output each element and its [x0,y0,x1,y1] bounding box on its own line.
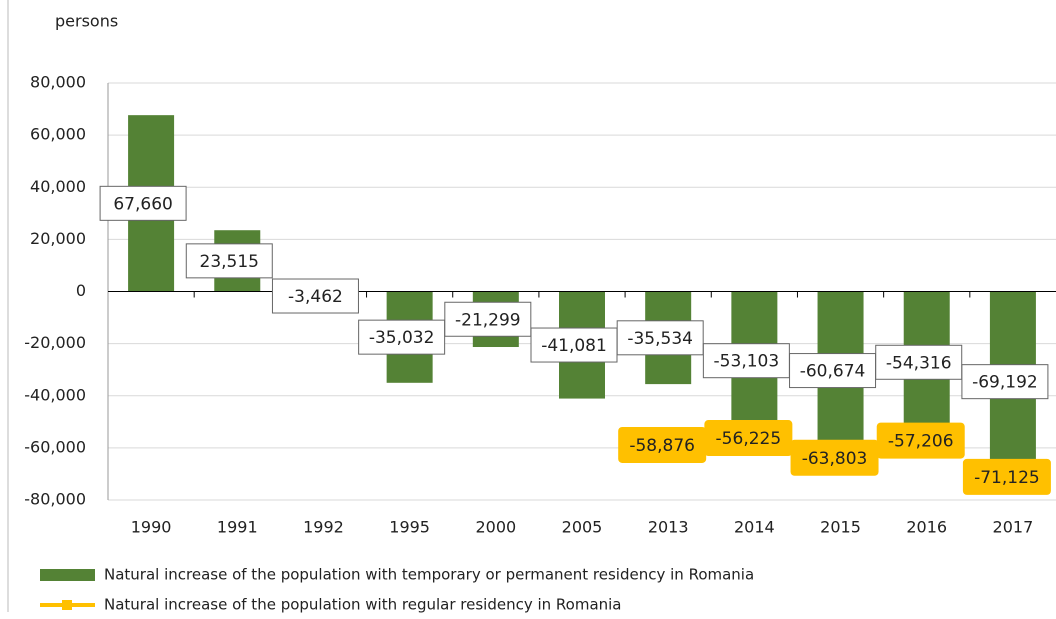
value-label-box [962,458,1051,495]
y-axis-label: persons [55,12,118,31]
legend-label: Natural increase of the population with … [104,596,622,614]
y-tick-label: -20,000 [24,333,86,352]
y-tick-label: -40,000 [24,385,86,404]
x-tick-label: 2013 [648,518,689,537]
legend-label: Natural increase of the population with … [104,566,754,584]
value-label: -69,192 [972,373,1038,393]
x-tick-label: 2017 [993,518,1034,537]
x-tick-label: 1990 [131,518,172,537]
y-tick-label: 0 [76,281,86,300]
value-label: 23,515 [200,252,259,272]
x-tick-label: 2015 [820,518,861,537]
value-label: -60,674 [800,362,866,382]
x-tick-label: 2005 [562,518,603,537]
y-tick-label: 80,000 [30,73,86,92]
value-label: -35,032 [369,328,435,348]
value-label: -57,206 [888,432,954,452]
value-label: -63,803 [802,449,868,469]
y-tick-label: 60,000 [30,125,86,144]
y-tick-label: -60,000 [24,437,86,456]
x-tick-label: 1991 [217,518,258,537]
x-tick-label: 2016 [906,518,947,537]
value-label: -53,103 [714,352,780,372]
value-label: -21,299 [455,310,521,330]
value-label: -41,081 [541,336,607,356]
value-label-box [616,320,704,356]
value-label-box [444,301,532,337]
legend-marker [62,600,72,610]
value-label: -56,225 [716,429,782,449]
value-label-box [702,343,790,379]
value-label: -3,462 [288,287,343,307]
value-label: -35,534 [627,329,693,349]
value-label: -54,316 [886,353,952,373]
value-label-box [704,420,793,457]
value-label-box [185,243,273,279]
value-label-box [875,344,963,380]
x-tick-label: 1992 [303,518,344,537]
value-label: -71,125 [974,468,1040,488]
value-label-box [790,439,879,476]
value-label: 67,660 [113,194,172,214]
y-tick-label: 20,000 [30,229,86,248]
x-tick-label: 2014 [734,518,775,537]
value-label-box [961,364,1049,400]
value-label-box [530,327,618,363]
value-label-box [99,185,187,221]
y-tick-label: -80,000 [24,490,86,509]
value-label: -58,876 [629,436,695,456]
value-label-box [876,422,965,459]
x-tick-label: 2000 [475,518,516,537]
value-label-box [271,278,359,314]
value-label-box [789,353,877,389]
y-tick-label: 40,000 [30,177,86,196]
value-label-box [358,319,446,355]
x-tick-label: 1995 [389,518,430,537]
legend-swatch [40,569,95,581]
value-label-box [618,426,707,463]
